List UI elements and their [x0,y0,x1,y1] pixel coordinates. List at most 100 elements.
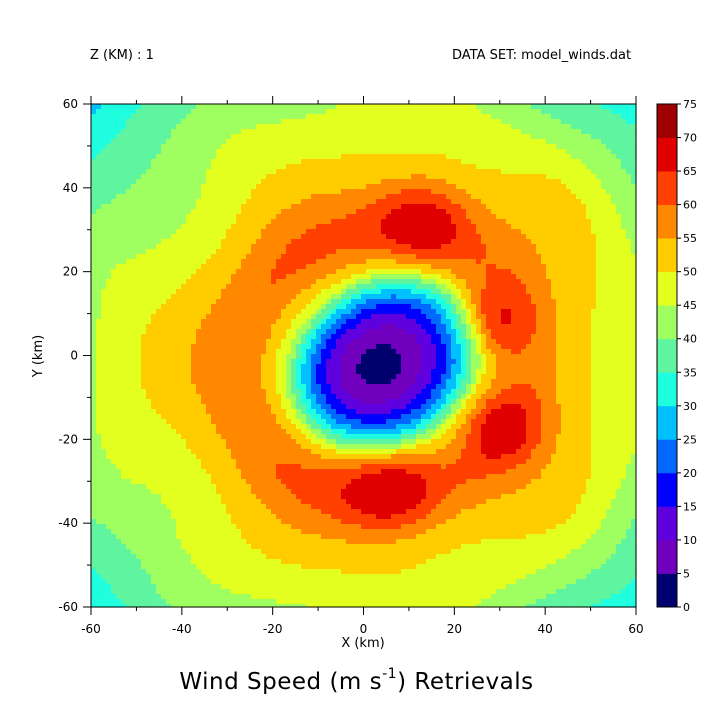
contour-cell [556,239,562,245]
contour-cell [206,144,212,150]
contour-cell [331,299,337,305]
contour-cell [256,224,262,230]
contour-cell [106,289,112,295]
contour-cell [511,204,517,210]
contour-cell [151,254,157,260]
contour-cell [111,104,117,110]
contour-cell [466,234,472,240]
contour-cell [401,299,407,305]
contour-cell [336,209,342,215]
contour-cell [386,309,392,315]
contour-cell [501,244,507,250]
contour-cell [621,169,627,175]
contour-cell [526,119,532,125]
contour-cell [586,124,592,130]
contour-cell [441,329,447,335]
contour-cell [486,214,492,220]
contour-cell [256,179,262,185]
contour-cell [551,219,557,225]
contour-cell [91,154,97,160]
contour-cell [286,224,292,230]
contour-cell [626,214,632,220]
contour-cell [126,129,132,135]
contour-cell [626,249,632,255]
contour-cell [111,134,117,140]
contour-cell [436,309,442,315]
contour-cell [241,139,247,145]
contour-cell [271,139,277,145]
contour-cell [331,234,337,240]
contour-cell [516,194,522,200]
contour-cell [206,314,212,320]
contour-cell [141,259,147,265]
contour-cell [321,149,327,155]
contour-cell [291,329,297,335]
contour-cell [276,119,282,125]
contour-cell [341,264,347,270]
contour-cell [221,109,227,115]
contour-cell [151,184,157,190]
contour-cell [256,219,262,225]
contour-cell [466,294,472,300]
contour-cell [486,269,492,275]
contour-cell [581,234,587,240]
contour-cell [161,269,167,275]
contour-cell [446,104,452,110]
contour-cell [96,144,102,150]
contour-cell [356,314,362,320]
contour-cell [91,159,97,165]
contour-cell [521,274,527,280]
contour-cell [531,274,537,280]
contour-cell [326,184,332,190]
contour-cell [546,104,552,110]
contour-cell [631,249,637,255]
contour-cell [526,284,532,290]
contour-cell [466,214,472,220]
contour-cell [226,124,232,130]
contour-cell [421,289,427,295]
contour-cell [591,144,597,150]
contour-cell [476,169,482,175]
contour-cell [136,104,142,110]
contour-cell [491,224,497,230]
contour-cell [366,299,372,305]
contour-cell [301,269,307,275]
contour-cell [196,129,202,135]
contour-cell [521,294,527,300]
contour-cell [96,109,102,115]
contour-cell [106,114,112,120]
contour-cell [501,274,507,280]
contour-cell [556,274,562,280]
contour-cell [186,149,192,155]
contour-cell [496,164,502,170]
contour-cell [396,244,402,250]
contour-cell [526,159,532,165]
contour-cell [91,129,97,135]
contour-cell [106,139,112,145]
contour-cell [626,119,632,125]
contour-cell [571,124,577,130]
contour-cell [561,129,567,135]
contour-cell [586,154,592,160]
contour-cell [286,204,292,210]
contour-cell [396,279,402,285]
contour-cell [121,274,127,280]
contour-cell [251,259,257,265]
contour-cell [441,299,447,305]
contour-cell [556,154,562,160]
contour-cell [176,249,182,255]
contour-cell [231,144,237,150]
contour-cell [391,174,397,180]
contour-cell [121,289,127,295]
contour-cell [446,309,452,315]
contour-cell [366,169,372,175]
contour-cell [211,239,217,245]
contour-cell [306,319,312,325]
contour-cell [501,129,507,135]
contour-cell [191,319,197,325]
contour-cell [271,324,277,330]
contour-cell [411,164,417,170]
contour-cell [111,279,117,285]
contour-cell [306,119,312,125]
contour-cell [181,274,187,280]
